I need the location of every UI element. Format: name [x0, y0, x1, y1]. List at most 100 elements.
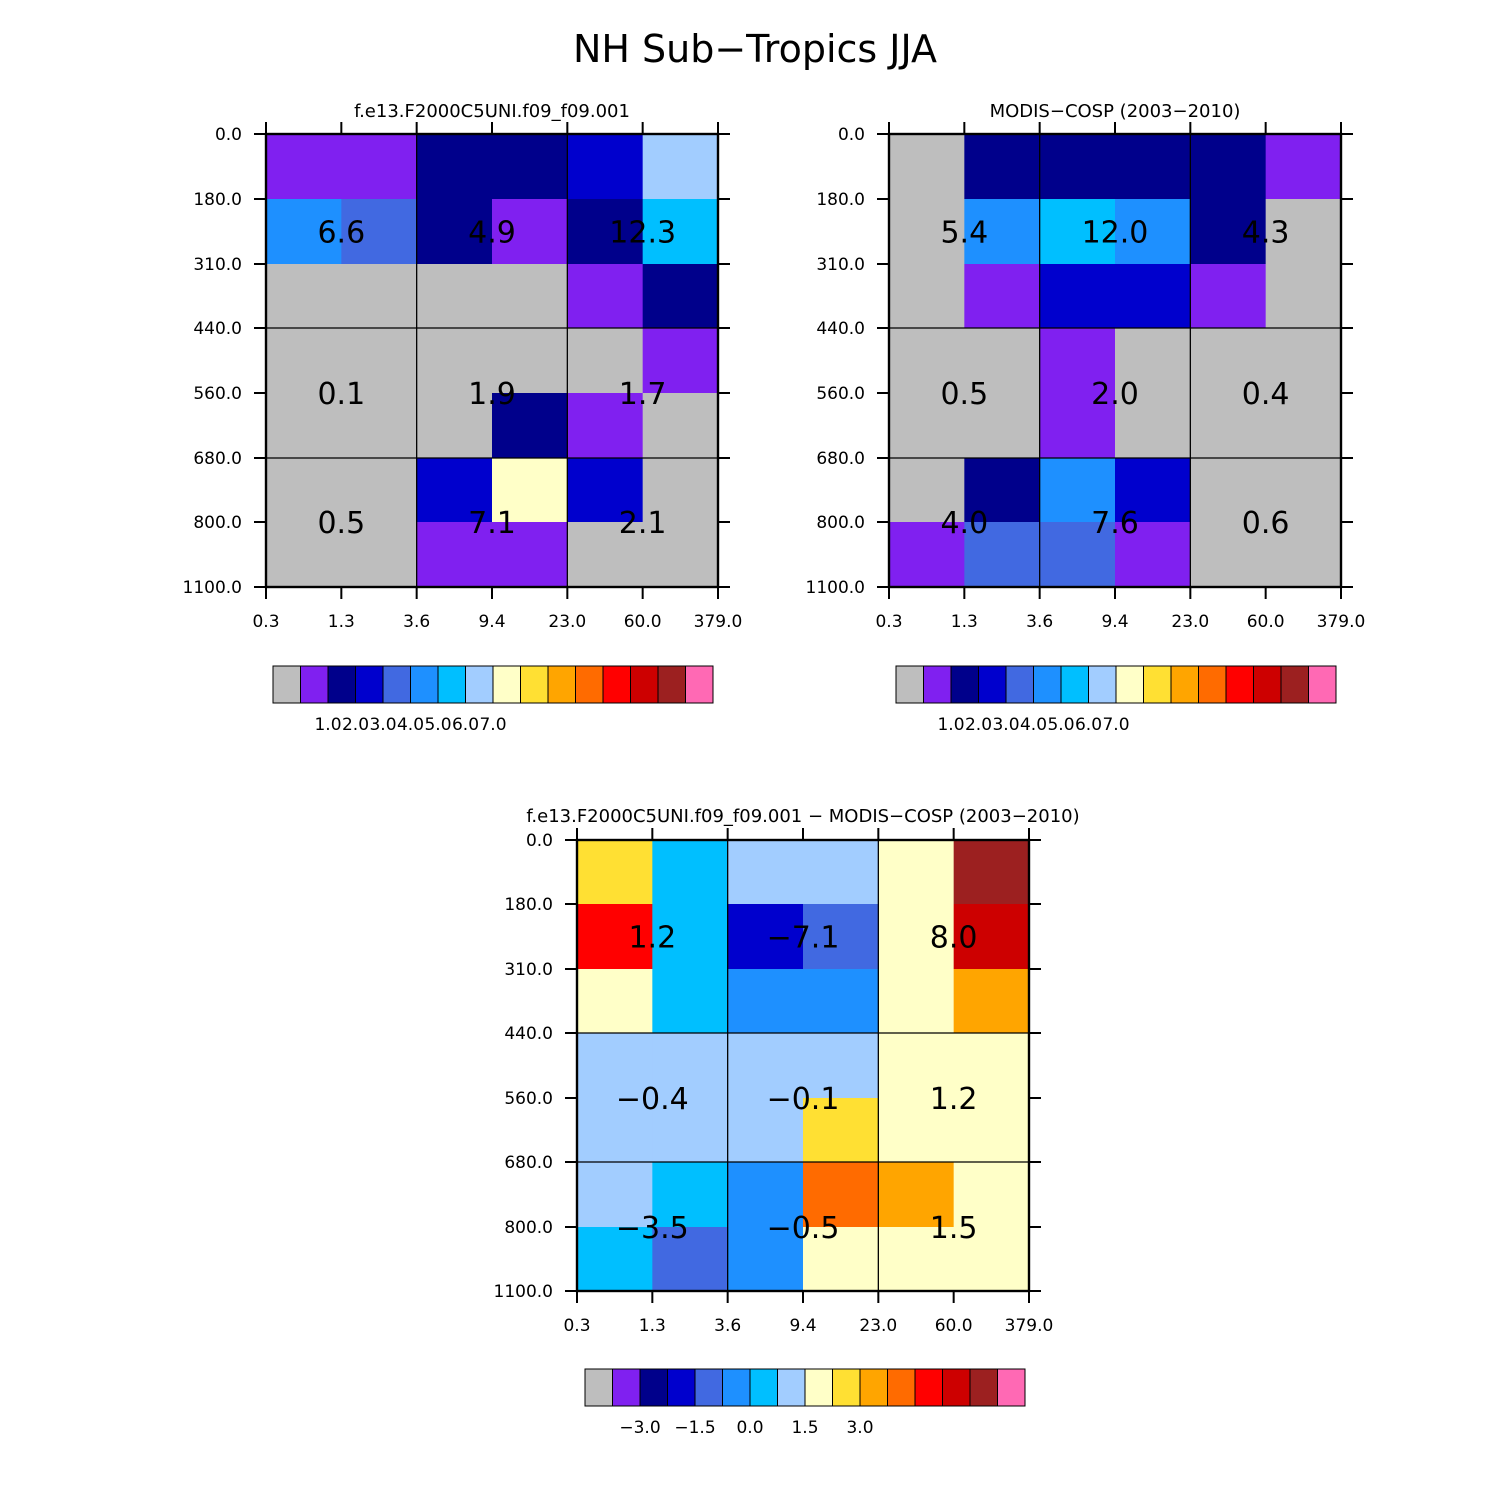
y-tick-label: 800.0 — [816, 513, 865, 533]
x-tick-label: 379.0 — [1317, 612, 1366, 632]
heatmap-cell — [953, 1033, 1030, 1099]
heatmap-cell — [416, 264, 493, 329]
y-tick-label: 560.0 — [816, 384, 865, 404]
colorbar-swatch — [657, 665, 686, 704]
cell-value-label: 7.1 — [468, 506, 516, 541]
colorbar-swatch — [749, 1368, 778, 1407]
y-tick-label: 1100.0 — [183, 578, 242, 598]
heatmap-cell — [652, 1098, 729, 1163]
cell-value-label: 4.0 — [940, 506, 988, 541]
heatmap-cell — [577, 1162, 653, 1228]
panel-title: f.e13.F2000C5UNI.f09_f09.001 − MODIS−COS… — [526, 806, 1079, 827]
x-tick-label: 3.6 — [714, 1316, 741, 1336]
heatmap-cell — [727, 1162, 804, 1228]
y-tick-label: 310.0 — [193, 255, 242, 275]
heatmap-cell — [341, 199, 418, 265]
colorbar-swatch — [804, 1368, 833, 1407]
colorbar-swatch — [914, 1368, 943, 1407]
heatmap-cell — [416, 458, 493, 523]
heatmap-cell — [964, 328, 1041, 394]
cell-value-label: 0.4 — [1242, 377, 1290, 412]
colorbar-swatch — [950, 665, 979, 704]
heatmap-cell — [577, 904, 653, 970]
colorbar-swatch — [895, 665, 924, 704]
heatmap-cell — [889, 328, 965, 394]
x-tick-label: 9.4 — [1101, 612, 1128, 632]
panel-2: MODIS−COSP (2003−2010) 5.4 12.0 4.3 0.5 2.0 0.… — [806, 101, 1366, 735]
colorbar-label: 7.0 — [1102, 715, 1129, 735]
heatmap-cell — [652, 1162, 729, 1228]
heatmap-cell — [567, 522, 644, 588]
y-tick-label: 310.0 — [504, 960, 553, 980]
colorbar-label: 4.0 — [397, 715, 424, 735]
colorbar-swatch — [1060, 665, 1089, 704]
heatmap-cell — [889, 393, 965, 459]
cell-value-label: 0.5 — [317, 506, 365, 541]
x-tick-label: 0.3 — [875, 612, 902, 632]
heatmap-cell — [642, 458, 719, 523]
heatmap-cell — [492, 393, 568, 459]
heatmap-cell — [652, 1033, 729, 1099]
heatmap-cell — [1115, 328, 1191, 394]
heatmap-cell — [953, 1162, 1030, 1228]
panel-3: f.e13.F2000C5UNI.f09_f09.001 − MODIS−COS… — [494, 806, 1080, 1438]
colorbar-swatch — [685, 665, 714, 704]
colorbar-swatch — [1225, 665, 1254, 704]
heatmap-cell — [1039, 393, 1116, 459]
heatmap-cell — [1265, 264, 1342, 329]
cell-value-label: 8.0 — [930, 921, 978, 956]
x-tick-label: 1.3 — [951, 612, 978, 632]
heatmap-cell — [341, 134, 418, 200]
colorbar-label: 7.0 — [479, 715, 506, 735]
heatmap-cell — [878, 1033, 955, 1099]
heatmap-cell — [1265, 199, 1342, 265]
heatmap-cell — [1265, 458, 1342, 523]
heatmap-cell — [1039, 328, 1116, 394]
x-tick-label: 9.4 — [478, 612, 505, 632]
heatmap-cell — [492, 522, 568, 588]
heatmap-cell — [878, 1162, 955, 1228]
x-tick-label: 3.6 — [403, 612, 430, 632]
heatmap-cell — [1115, 522, 1191, 588]
x-tick-label: 23.0 — [548, 612, 586, 632]
heatmap-cell — [266, 264, 342, 329]
panel-title: MODIS−COSP (2003−2010) — [990, 101, 1241, 122]
heatmap-cell — [889, 264, 965, 329]
y-tick-label: 310.0 — [816, 255, 865, 275]
heatmap-cell — [803, 1227, 879, 1292]
cell-value-label: 1.7 — [619, 377, 667, 412]
colorbar-swatch — [437, 665, 466, 704]
heatmap-cell — [416, 393, 493, 459]
x-tick-label: 0.3 — [563, 1316, 590, 1336]
y-tick-label: 680.0 — [193, 449, 242, 469]
cell-value-label: 5.4 — [940, 216, 988, 251]
heatmap-cell — [964, 393, 1041, 459]
heatmap-cell — [964, 134, 1041, 200]
colorbar-swatch — [923, 665, 952, 704]
y-tick-label: 440.0 — [816, 319, 865, 339]
heatmap-cell — [642, 264, 719, 329]
colorbar: 1.0 2.0 3.0 4.0 5.0 6.0 7.0 — [895, 665, 1337, 735]
heatmap-cell — [341, 328, 418, 394]
colorbar-swatch — [355, 665, 384, 704]
heatmap-cell — [803, 1162, 879, 1228]
heatmap-cell — [1265, 393, 1342, 459]
cell-value-label: 2.0 — [1091, 377, 1139, 412]
heatmap-cell — [803, 840, 879, 905]
colorbar-swatch — [465, 665, 494, 704]
heatmap-cell — [1039, 199, 1116, 265]
panel-title: f.e13.F2000C5UNI.f09_f09.001 — [354, 101, 630, 122]
colorbar-label: −3.0 — [619, 1418, 660, 1438]
heatmap-cell — [642, 134, 719, 200]
heatmap-cell — [416, 134, 493, 200]
heatmap-cell — [577, 840, 653, 905]
heatmap-cell — [803, 1033, 879, 1099]
colorbar-swatch — [1170, 665, 1199, 704]
heatmap-cell — [1190, 328, 1267, 394]
y-tick-label: 180.0 — [504, 895, 553, 915]
colorbar-swatch — [1198, 665, 1227, 704]
heatmap-cell — [889, 522, 965, 588]
cell-value-label: 6.6 — [317, 216, 365, 251]
colorbar-swatch — [272, 665, 301, 704]
